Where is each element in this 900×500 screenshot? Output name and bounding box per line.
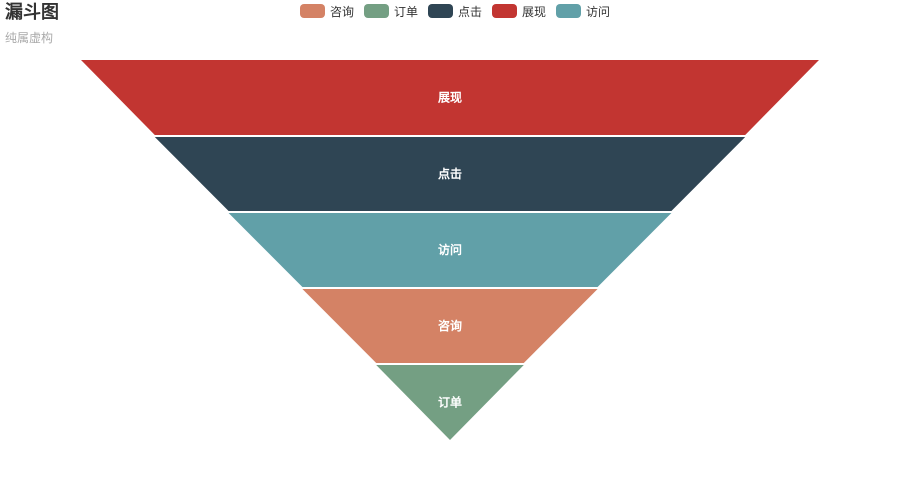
funnel-stage-label: 展现 [438, 91, 462, 105]
legend-label: 咨询 [329, 4, 354, 19]
legend-item-order[interactable]: 订单 [363, 3, 418, 19]
funnel-stage-5[interactable] [376, 365, 524, 440]
legend: 咨询 订单 点击 展现 访问 [0, 3, 900, 19]
funnel-stage-1[interactable] [81, 60, 819, 135]
legend-swatch [427, 4, 453, 18]
legend-swatch [363, 4, 389, 18]
funnel-stage-3[interactable] [228, 213, 672, 287]
legend-item-visit[interactable]: 访问 [556, 3, 610, 19]
legend-item-impression[interactable]: 展现 [492, 3, 546, 19]
legend-item-consult[interactable]: 咨询 [299, 3, 354, 19]
chart-subtitle: 纯属虚构 [5, 31, 54, 45]
legend-swatch [556, 4, 582, 18]
funnel-stage-4[interactable] [302, 289, 598, 363]
funnel-stage-label: 订单 [438, 395, 462, 410]
legend-label: 点击 [457, 4, 482, 19]
legend-label: 访问 [586, 4, 611, 19]
legend-label: 展现 [522, 4, 547, 19]
funnel-stage-label: 访问 [438, 242, 462, 257]
legend-swatch [299, 4, 325, 18]
legend-swatch [492, 4, 517, 18]
funnel-stage-label: 咨询 [438, 318, 462, 333]
legend-item-click[interactable]: 点击 [427, 3, 482, 19]
funnel-stage-label: 点击 [438, 166, 462, 181]
funnel-stage-2[interactable] [154, 137, 746, 211]
chart-title: 漏斗图 [5, 2, 59, 23]
legend-label: 订单 [393, 4, 418, 19]
